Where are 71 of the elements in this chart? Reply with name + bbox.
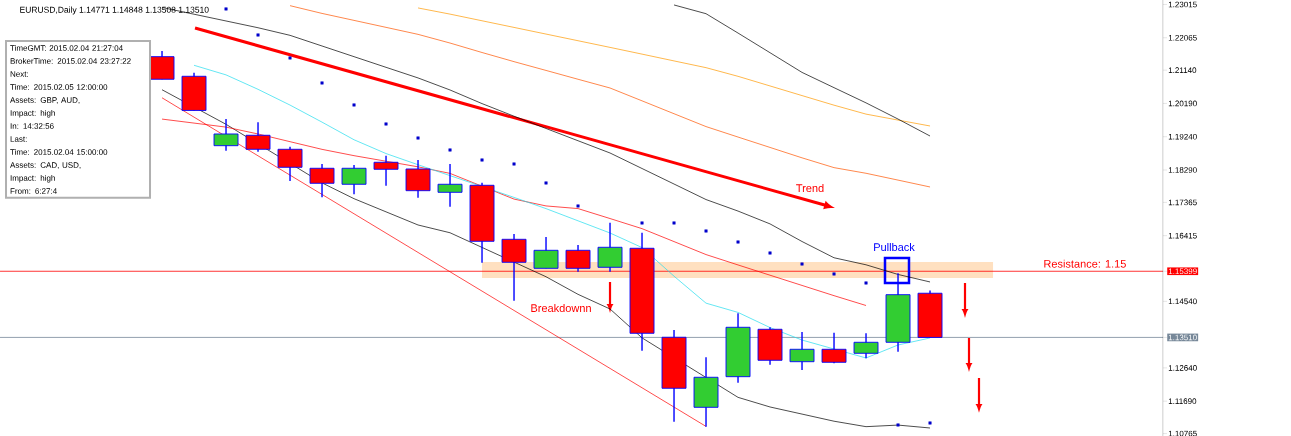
- candlestick: [277, 145, 303, 182]
- point: [928, 421, 932, 425]
- candlestick: [437, 163, 463, 208]
- point: [576, 204, 580, 208]
- text: In: 14:32:56: [10, 123, 54, 129]
- point: [352, 103, 356, 107]
- candlestick: [533, 236, 559, 270]
- candlestick: [789, 331, 815, 371]
- annotation: Trend: [796, 183, 824, 193]
- line-series: [417, 7, 931, 127]
- point: [704, 229, 708, 233]
- candlestick: [245, 121, 271, 153]
- point: [768, 251, 772, 255]
- point: [256, 33, 260, 37]
- text: TimeGMT: 2015.02.04 21:27:04: [10, 44, 123, 51]
- y-tick-label: 1.15399: [1168, 268, 1197, 275]
- line-series: [193, 64, 931, 359]
- point: [448, 148, 452, 152]
- candlestick: [597, 222, 623, 273]
- point: [320, 81, 324, 85]
- point: [896, 423, 900, 427]
- point: [672, 221, 676, 225]
- y-tick-label: 1.21140: [1168, 67, 1197, 73]
- candlestick: [853, 332, 879, 359]
- text: Assets: CAD, USD,: [10, 162, 81, 169]
- y-tick-label: 1.19240: [1168, 133, 1197, 140]
- text: From: 6:27:4: [10, 188, 57, 194]
- text: Last:: [10, 136, 27, 142]
- point: [832, 272, 836, 276]
- text: Impact: high: [10, 109, 55, 118]
- y-tick-label: 1.16415: [1168, 232, 1197, 239]
- candlestick: [373, 154, 399, 187]
- annotation: Pullback: [874, 242, 915, 252]
- y-tick-label: 1.18290: [1168, 167, 1197, 173]
- point: [864, 281, 868, 285]
- point: [384, 122, 388, 126]
- candlestick: [309, 163, 335, 198]
- y-tick-label: 1.12640: [1168, 365, 1197, 371]
- point: [288, 56, 292, 60]
- point: [480, 158, 484, 162]
- candlestick: [213, 118, 239, 152]
- text: Time: 2015.02.04 15:00:00: [10, 148, 108, 155]
- candlestick: [341, 164, 367, 195]
- line-series: [673, 4, 931, 137]
- y-tick-label: 1.10765: [1168, 430, 1197, 436]
- text: Impact: high: [10, 174, 55, 183]
- point: [224, 7, 228, 11]
- text: BrokerTime: 2015.02.04 23:27:22: [10, 57, 131, 64]
- text: EURUSD,Daily 1.14771 1.14848 1.13508 1.13510: [20, 6, 209, 15]
- point: [512, 162, 516, 166]
- y-tick-label: 1.13510: [1168, 334, 1197, 341]
- point: [640, 221, 644, 225]
- candlestick: [821, 331, 847, 364]
- text: Next:: [10, 71, 28, 77]
- candlestick: [149, 50, 175, 80]
- y-tick-label: 1.22065: [1168, 34, 1197, 41]
- ref-line-label: Resistance: 1.15: [1044, 259, 1126, 268]
- candlestick: [405, 159, 431, 199]
- point: [416, 136, 420, 140]
- text: Assets: GBP, AUD,: [10, 97, 80, 104]
- y-tick-label: 1.11690: [1168, 398, 1197, 404]
- point: [736, 240, 740, 244]
- y-tick-label: 1.23015: [1168, 1, 1197, 8]
- point: [800, 262, 804, 266]
- y-tick-label: 1.17365: [1168, 199, 1197, 206]
- y-tick-label: 1.14540: [1168, 298, 1197, 305]
- annotation: Breakdownn: [531, 303, 591, 313]
- y-tick-label: 1.20190: [1168, 100, 1197, 107]
- line-series: [161, 89, 931, 429]
- point: [544, 181, 548, 185]
- text: Time: 2015.02.05 12:00:00: [10, 83, 108, 90]
